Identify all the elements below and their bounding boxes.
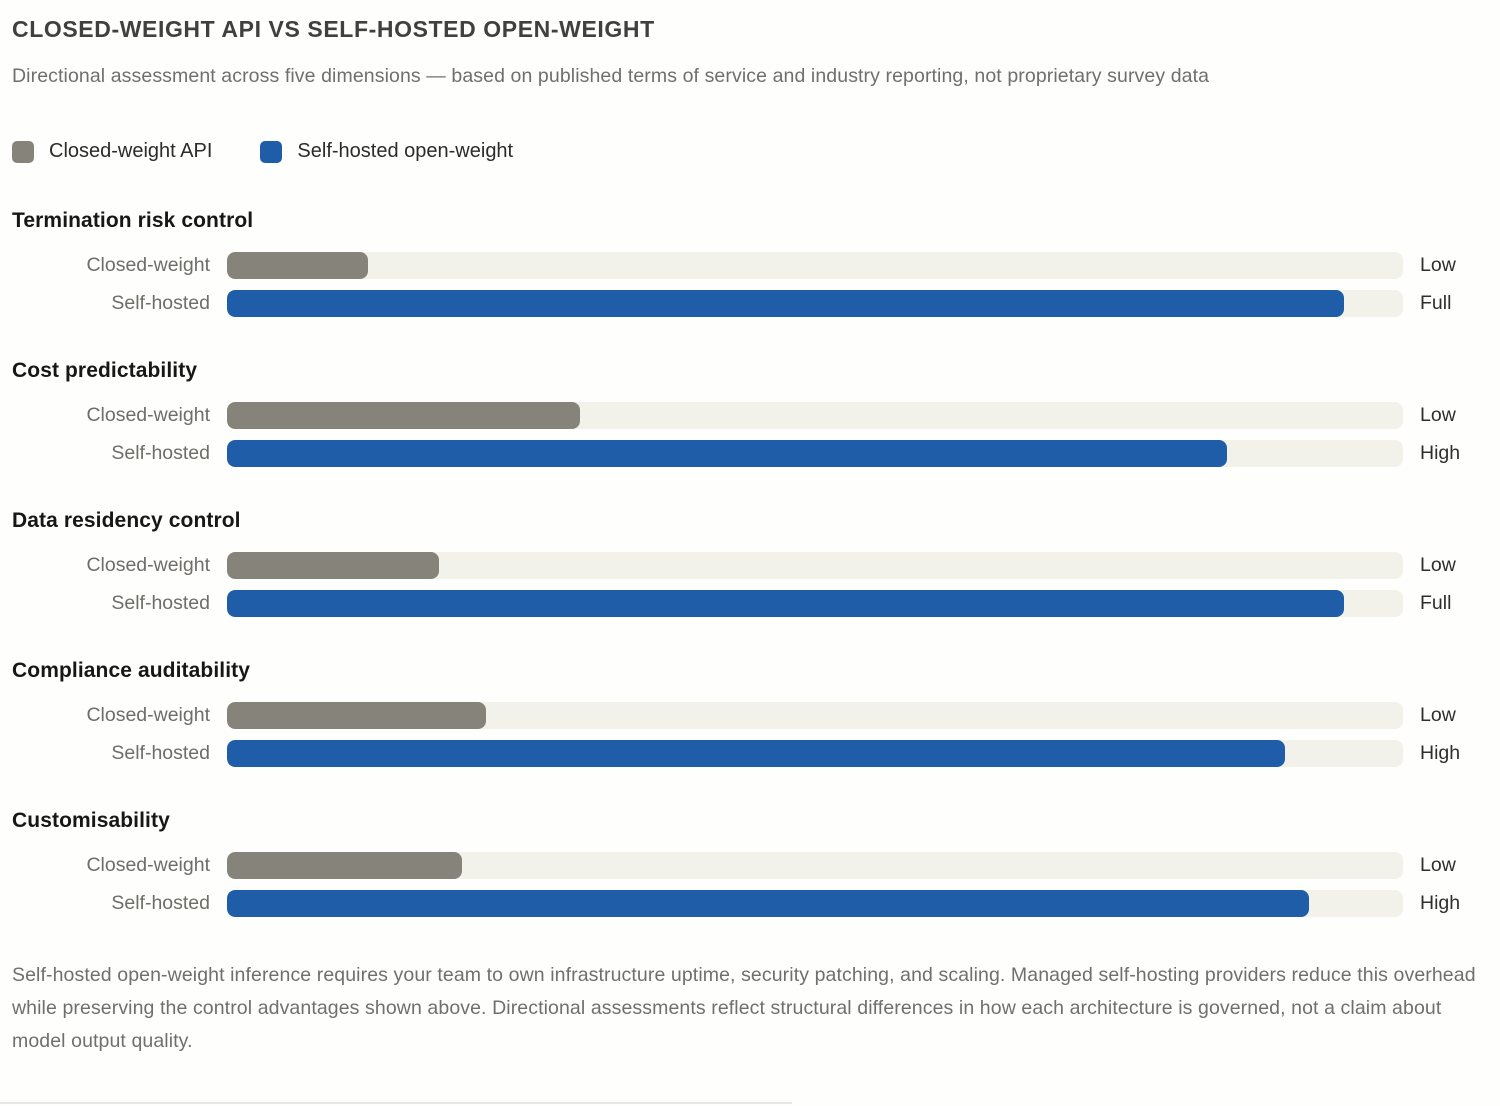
- bar-fill: [227, 890, 1309, 917]
- bar-rating: Low: [1420, 704, 1456, 726]
- bar-rating: Low: [1420, 254, 1456, 276]
- dimension-title: Compliance auditability: [12, 659, 251, 682]
- dimension-title: Customisability: [12, 809, 170, 832]
- bar-track: [227, 440, 1403, 467]
- bar-fill: [227, 290, 1345, 317]
- bar-rating: High: [1420, 892, 1461, 914]
- bar-row-label: Self-hosted: [111, 292, 210, 314]
- bar-rating: Low: [1420, 554, 1456, 576]
- bar-track: [227, 740, 1403, 767]
- bar-row-label: Closed-weight: [86, 704, 210, 726]
- legend-label: Self-hosted open-weight: [297, 140, 514, 162]
- bar-fill: [227, 252, 369, 279]
- bar-track: [227, 252, 1403, 279]
- page-subtitle: Directional assessment across five dimen…: [12, 65, 1210, 87]
- bar-rating: High: [1420, 742, 1461, 764]
- bar-row: Closed-weight Low: [12, 852, 1500, 879]
- bar-track: [227, 702, 1403, 729]
- page-title: CLOSED-WEIGHT API VS SELF-HOSTED OPEN-WE…: [12, 16, 655, 42]
- bar-row: Self-hosted Full: [12, 590, 1500, 617]
- bar-track: [227, 290, 1403, 317]
- dimension-title: Data residency control: [12, 509, 241, 532]
- bar-row: Closed-weight Low: [12, 702, 1500, 729]
- dimension-section: Customisability Closed-weight Low Self-host…: [12, 809, 1500, 917]
- chart-body: Termination risk control Closed-weight Low…: [12, 209, 1500, 917]
- bar-fill: [227, 402, 580, 429]
- bar-track: [227, 890, 1403, 917]
- bar-rating: Full: [1420, 292, 1452, 314]
- bar-track: [227, 552, 1403, 579]
- legend-swatch-icon: [260, 140, 283, 163]
- bar-track: [227, 402, 1403, 429]
- dimension-title: Termination risk control: [12, 209, 254, 232]
- bar-row: Closed-weight Low: [12, 252, 1500, 279]
- legend-item: Self-hosted open-weight: [260, 140, 513, 163]
- bar-row: Self-hosted High: [12, 740, 1500, 767]
- bar-fill: [227, 590, 1345, 617]
- legend-item: Closed-weight API: [12, 140, 212, 163]
- bar-rating: Full: [1420, 592, 1452, 614]
- bar-fill: [227, 552, 439, 579]
- legend-label: Closed-weight API: [49, 140, 213, 162]
- bar-rating: Low: [1420, 854, 1456, 876]
- dimension-section: Compliance auditability Closed-weight Low S…: [12, 659, 1500, 767]
- legend-swatch-icon: [12, 140, 34, 163]
- bar-row: Self-hosted High: [12, 440, 1500, 467]
- bar-fill: [227, 740, 1286, 767]
- dimension-section: Data residency control Closed-weight Low Se…: [12, 509, 1500, 617]
- bar-row-label: Self-hosted: [111, 592, 210, 614]
- dimension-title: Cost predictability: [12, 359, 198, 382]
- bar-row-label: Closed-weight: [86, 404, 210, 426]
- bar-rating: Low: [1420, 404, 1456, 426]
- bar-track: [227, 590, 1403, 617]
- legend: Closed-weight API Self-hosted open-weight: [12, 140, 1500, 163]
- bar-track: [227, 852, 1403, 879]
- bar-fill: [227, 852, 463, 879]
- dimension-section: Termination risk control Closed-weight Low…: [12, 209, 1500, 317]
- bar-row-label: Closed-weight: [86, 554, 210, 576]
- bar-row-label: Self-hosted: [111, 892, 210, 914]
- bar-row: Self-hosted High: [12, 890, 1500, 917]
- bar-row: Closed-weight Low: [12, 552, 1500, 579]
- bar-rating: High: [1420, 442, 1461, 464]
- bar-row-label: Closed-weight: [86, 854, 210, 876]
- footnote: Self-hosted open-weight inference requir…: [12, 964, 1476, 1052]
- bar-row: Closed-weight Low: [12, 402, 1500, 429]
- dimension-section: Cost predictability Closed-weight Low Self-…: [12, 359, 1500, 467]
- bar-row-label: Closed-weight: [86, 254, 210, 276]
- bar-fill: [227, 702, 486, 729]
- bar-row: Self-hosted Full: [12, 290, 1500, 317]
- bottom-divider: [0, 1102, 792, 1104]
- bar-row-label: Self-hosted: [111, 742, 210, 764]
- bar-fill: [227, 440, 1227, 467]
- bar-row-label: Self-hosted: [111, 442, 210, 464]
